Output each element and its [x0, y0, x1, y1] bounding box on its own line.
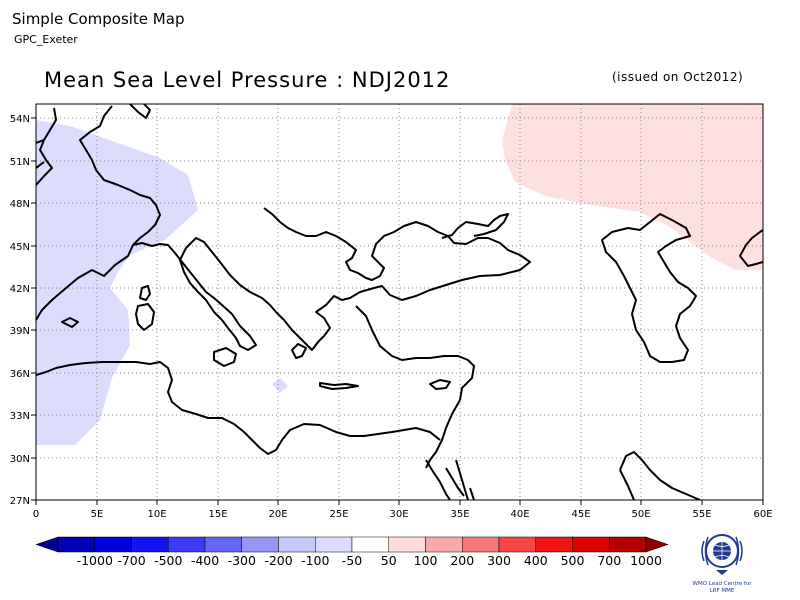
colorbar-label: 200 — [450, 553, 474, 568]
wmo-logo: WMO Lead Centre for LRF MME — [693, 534, 753, 594]
negative-anomaly-area-west — [36, 120, 198, 445]
colorbar-segment — [204, 536, 242, 553]
coastline-persian-gulf — [619, 451, 701, 500]
coastline-africa — [36, 361, 441, 455]
island-peloponnese — [291, 343, 307, 359]
lat-label: 27N — [10, 496, 30, 507]
island-sicily — [213, 347, 237, 367]
logo-line1: WMO Lead Centre for — [693, 581, 753, 587]
colorbar-label: 500 — [561, 553, 585, 568]
colorbar-segment — [278, 536, 316, 553]
islands — [61, 285, 451, 390]
coastline-aral — [739, 229, 763, 267]
coastline-caspian — [601, 213, 697, 363]
colorbar-label: 50 — [381, 553, 397, 568]
colorbar-segment — [57, 536, 95, 553]
lat-label: 51N — [10, 157, 30, 168]
island-sardinia — [135, 303, 155, 331]
coastline-atlantic-europe — [36, 105, 161, 321]
colorbar-segment — [168, 536, 206, 553]
lon-label: 35E — [450, 509, 469, 520]
colorbar-label: -1000 — [77, 553, 113, 568]
lon-label: 55E — [692, 509, 711, 520]
colorbar-segment — [131, 536, 169, 553]
lon-axis: 0 5E 10E 15E 20E 25E 30E 35E 40E 45E 50E… — [33, 509, 773, 520]
colorbar-arrow-high — [645, 536, 669, 553]
lon-label: 25E — [329, 509, 348, 520]
lon-label: 0 — [33, 509, 39, 520]
colorbar-segment — [351, 536, 389, 553]
colorbar-label: 300 — [487, 553, 511, 568]
colorbar-label: 400 — [524, 553, 548, 568]
lon-label: 15E — [208, 509, 227, 520]
colorbar-label: -500 — [154, 553, 182, 568]
lon-label: 5E — [91, 509, 104, 520]
coastline-black-sea-north — [441, 213, 509, 239]
coastline-red-sea — [425, 459, 475, 500]
wmo-emblem-icon — [701, 534, 743, 575]
colorbar-segment — [535, 536, 573, 553]
app-subtitle: GPC_Exeter — [14, 33, 78, 46]
coastline-anatolia — [355, 305, 475, 401]
lon-label: 20E — [268, 509, 287, 520]
lon-label: 45E — [571, 509, 590, 520]
island-corsica — [139, 285, 151, 301]
lon-label: 30E — [389, 509, 408, 520]
lat-label: 30N — [10, 454, 30, 465]
colorbar-segment — [462, 536, 500, 553]
lat-label: 48N — [10, 199, 30, 210]
lat-label: 45N — [10, 242, 30, 253]
coastline-med-europe — [132, 207, 531, 351]
positive-anomaly-area-northeast — [502, 104, 763, 270]
colorbar-segment — [498, 536, 536, 553]
map-area — [36, 104, 763, 500]
lat-label: 42N — [10, 284, 30, 295]
colorbar-label: -400 — [191, 553, 219, 568]
lon-label: 50E — [631, 509, 650, 520]
colorbar-label: -700 — [117, 553, 145, 568]
colorbar-label: 1000 — [630, 553, 662, 568]
colorbar-label: 700 — [597, 553, 621, 568]
tick-marks — [31, 117, 764, 505]
lon-label: 60E — [753, 509, 772, 520]
colorbar-label: 100 — [414, 553, 438, 568]
colorbar-segment — [315, 536, 353, 553]
lat-axis: 27N 30N 33N 36N 39N 42N 45N 48N 51N 54N — [10, 114, 30, 507]
island-balearic — [61, 317, 79, 328]
colorbar-label: -200 — [264, 553, 292, 568]
negative-anomaly-patch — [272, 378, 288, 393]
island-crete — [319, 382, 359, 390]
colorbar-segment — [572, 536, 610, 553]
colorbar-segment — [425, 536, 463, 553]
coastlines — [36, 104, 763, 500]
map-title: Mean Sea Level Pressure : NDJ2012 — [44, 68, 451, 92]
colorbar-segment — [388, 536, 426, 553]
colorbar-label: -50 — [342, 553, 362, 568]
lon-label: 40E — [510, 509, 529, 520]
coastline-levant — [425, 399, 461, 469]
coastline-north-sea — [129, 104, 151, 119]
island-cyprus — [429, 379, 451, 390]
colorbar-segment — [609, 536, 647, 553]
logo-line2: LRF MME — [710, 588, 735, 594]
colorbar-label: -100 — [301, 553, 329, 568]
lat-label: 36N — [10, 369, 30, 380]
colorbar — [35, 536, 669, 553]
issued-date: (issued on Oct2012) — [612, 70, 744, 84]
lat-label: 33N — [10, 411, 30, 422]
lon-label: 10E — [147, 509, 166, 520]
colorbar-label: -300 — [228, 553, 256, 568]
colorbar-segment — [241, 536, 279, 553]
colorbar-labels: -1000 -700 -500 -400 -300 -200 -100 -50 50 100 200… — [77, 553, 662, 568]
colorbar-segment — [94, 536, 132, 553]
lat-label: 39N — [10, 326, 30, 337]
colorbar-arrow-low — [35, 536, 59, 553]
app-title: Simple Composite Map — [12, 10, 185, 28]
lat-label: 54N — [10, 114, 30, 125]
coastline-britain — [36, 107, 57, 186]
